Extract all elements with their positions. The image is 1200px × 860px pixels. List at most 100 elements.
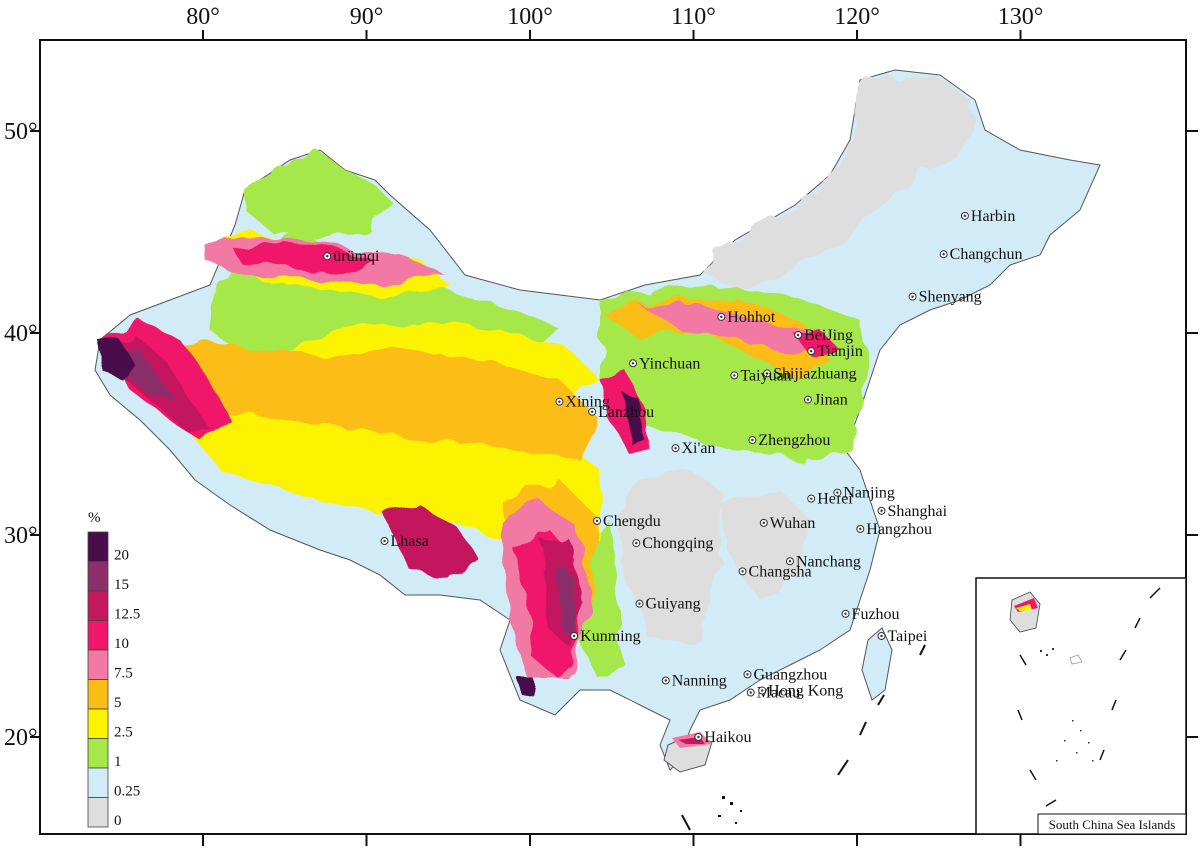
zone-crimson-tibet [380, 505, 480, 580]
city-marker: Yinchuan [629, 355, 700, 372]
city-label: Chongqing [642, 535, 713, 552]
city-dot-center [765, 372, 769, 375]
city-label: Nanchang [796, 553, 861, 570]
legend: % 20 15 12.5 10 7.5 5 2.5 1 0.25 0 [87, 510, 140, 829]
zone-green-north [245, 150, 390, 240]
legend-swatch [87, 590, 109, 621]
city-marker: ürümqi [323, 248, 380, 265]
city-dot-center [911, 295, 914, 298]
lat-tick-label: 40° [4, 321, 38, 347]
city-marker: Xining [555, 394, 610, 411]
legend-label: 15 [114, 577, 129, 593]
city-dot-center [859, 527, 862, 531]
city-dot-center [751, 438, 754, 442]
city-label: Zhengzhou [758, 432, 830, 449]
city-marker: Zhengzhou [748, 432, 830, 449]
city-dot-center [810, 497, 813, 500]
city-marker: Nanjing [833, 485, 895, 502]
city-label: Taiyuan [740, 367, 791, 384]
lon-tick-label: 90° [350, 4, 384, 30]
inset-caption-box [1037, 813, 1187, 835]
lon-tick-label: 100° [507, 4, 553, 30]
city-label: Nanjing [843, 485, 895, 502]
city-label: Hohhot [727, 309, 776, 326]
legend-label: 20 [114, 548, 129, 564]
city-label: Taipei [888, 628, 928, 645]
city-marker: Chongqing [632, 535, 713, 552]
legend-label: 7.5 [114, 666, 133, 682]
city-marker: Guiyang [635, 596, 701, 613]
zone-darkpurple-pamir [98, 338, 130, 380]
city-label: Haikou [704, 729, 751, 746]
city-label: Wuhan [770, 515, 816, 532]
city-marker: Shanghai [877, 503, 948, 520]
city-dot-center [810, 349, 813, 353]
city-marker: Changsha [738, 563, 812, 580]
city-dot-center [733, 374, 736, 377]
city-marker: Haikou [694, 729, 752, 746]
city-label: Harbin [971, 208, 1015, 225]
city-label: Jinan [814, 392, 848, 409]
city-label: Lanzhou [598, 404, 654, 421]
city-marker: Taipei [877, 628, 928, 645]
legend-label: 2.5 [114, 725, 133, 741]
city-marker: Hefei [807, 491, 853, 508]
legend-label: 5 [114, 695, 122, 711]
city-label: Guiyang [646, 596, 701, 613]
legend-swatch [87, 531, 109, 562]
city-marker: Chengdu [593, 513, 661, 530]
zone-magenta-hebei [790, 330, 840, 360]
zone-pink-north [640, 305, 840, 355]
city-dot-center [749, 691, 752, 694]
city-dot-center [720, 315, 723, 319]
zone-orange-north [600, 300, 830, 380]
zone-grey-central [620, 470, 720, 640]
city-dot-center [844, 612, 847, 615]
city-dot-center [590, 410, 594, 413]
city-label: Nanning [672, 672, 727, 689]
city-marker: Jinan [803, 392, 848, 409]
city-dot-center [760, 689, 764, 692]
lon-tick-label: 120° [834, 4, 880, 30]
city-label: Macau [757, 685, 801, 702]
taiwan-island [861, 627, 893, 701]
city-dot-center [383, 539, 386, 543]
city-label: Tianjin [817, 343, 863, 360]
city-marker: Changchun [939, 246, 1023, 263]
city-marker: Macau [746, 685, 801, 702]
city-label: Fuzhou [852, 606, 900, 623]
city-dot-center [697, 735, 700, 739]
city-label: Hong Kong [768, 683, 843, 700]
zone-plum-yunnan [555, 560, 578, 640]
legend-swatch [87, 649, 109, 680]
city-marker: Lhasa [380, 533, 429, 550]
city-dot-center [674, 446, 677, 450]
city-marker: Hong Kong [758, 683, 843, 700]
legend-label: 10 [114, 636, 129, 652]
offshore-islands [718, 796, 742, 824]
city-marker: Kunming [570, 628, 641, 645]
city-marker: Lanzhou [588, 404, 654, 421]
legend-swatch [87, 679, 109, 710]
city-dot-center [664, 679, 667, 682]
city-label: Hefei [817, 491, 853, 508]
city-marker: Hohhot [717, 309, 776, 326]
city-dot-center [326, 255, 329, 258]
city-dot-center [762, 521, 766, 525]
city-label: Yinchuan [639, 355, 700, 372]
city-marker: Nanchang [785, 553, 861, 570]
city-marker: Fuzhou [841, 606, 900, 623]
city-marker: Xi'an [671, 440, 715, 457]
city-marker: Hangzhou [856, 521, 932, 538]
legend-label: 0.25 [114, 784, 140, 800]
hazard-zones [94, 69, 1101, 831]
legend-label: 12.5 [114, 607, 140, 623]
city-label: Xining [565, 394, 609, 411]
city-marker: Nanning [661, 672, 727, 689]
city-dot-center [631, 362, 635, 365]
city-dot-center [558, 400, 561, 403]
legend-swatch [87, 708, 109, 739]
lon-tick-label: 130° [998, 4, 1044, 30]
city-dot-center [788, 560, 792, 563]
city-label: Lhasa [390, 533, 428, 550]
